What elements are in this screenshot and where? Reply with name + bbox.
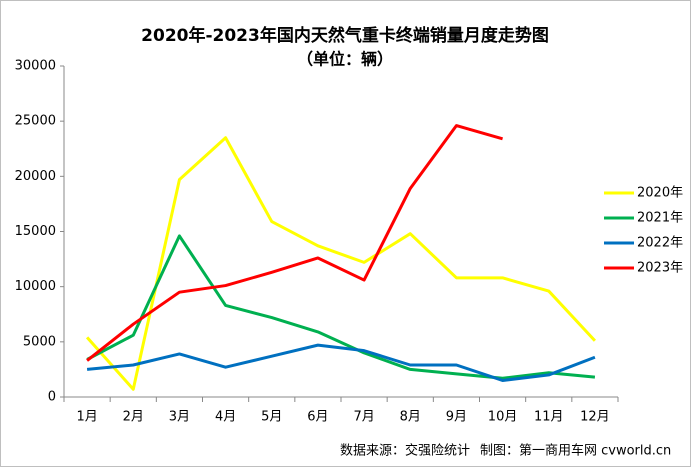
y-tick-label: 20000	[15, 169, 56, 184]
legend-label: 2023年	[637, 261, 683, 276]
y-tick-label: 30000	[15, 59, 56, 74]
legend-label: 2020年	[637, 186, 683, 201]
series-line	[86, 124, 503, 362]
x-tick-label: 10月	[488, 410, 518, 425]
series-line	[85, 136, 597, 391]
x-tick-label: 3月	[169, 410, 190, 425]
y-tick-label: 0	[48, 390, 56, 405]
series-line	[86, 234, 596, 380]
x-tick-label: 4月	[215, 410, 236, 425]
x-tick-label: 2月	[123, 410, 144, 425]
y-tick-label: 15000	[15, 224, 56, 239]
x-tick-label: 6月	[307, 410, 328, 425]
y-tick-label: 10000	[15, 279, 56, 294]
chart-subtitle: （单位：辆）	[297, 50, 393, 69]
chart-title: 2020年-2023年国内天然气重卡终端销量月度走势图	[141, 25, 549, 46]
y-tick-label: 25000	[15, 114, 56, 129]
series-line	[86, 343, 596, 382]
source: 数据来源：交强险统计	[340, 443, 470, 459]
legend-label: 2022年	[637, 236, 683, 251]
x-tick-label: 1月	[76, 410, 97, 425]
legend-label: 2021年	[637, 211, 683, 226]
x-tick-label: 5月	[261, 410, 282, 425]
x-tick-label: 8月	[400, 410, 421, 425]
x-tick-label: 9月	[446, 410, 467, 425]
x-tick-label: 11月	[534, 410, 564, 425]
x-tick-label: 7月	[353, 410, 374, 425]
x-tick-label: 12月	[580, 410, 610, 425]
y-tick-label: 5000	[23, 334, 56, 349]
credit: 制图：第一商用车网 cvworld.cn	[480, 443, 671, 459]
